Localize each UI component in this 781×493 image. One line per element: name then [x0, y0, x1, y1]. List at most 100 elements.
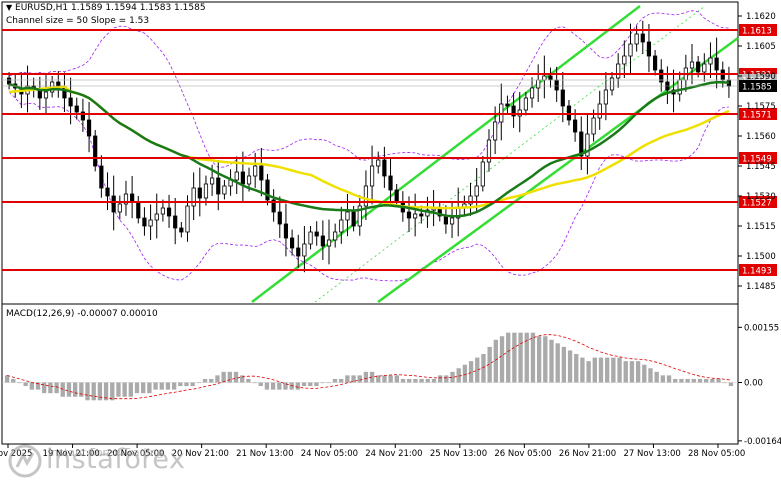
macd-tick-label: 0.00155 [744, 323, 779, 333]
macd-bar [555, 343, 560, 383]
candle-body [351, 211, 356, 227]
macd-bar [35, 382, 41, 390]
candle-body [659, 69, 664, 83]
macd-bar [153, 382, 158, 390]
time-tick-label: 28 Nov 05:00 [688, 449, 745, 459]
time-axis: 18 Nov 2025 19 Nov 21:00 20 Nov 05:00 20 No… [0, 444, 745, 459]
macd-bar [400, 378, 406, 383]
candle-body [203, 183, 209, 199]
candle-body [548, 75, 553, 81]
macd-bar [141, 382, 146, 394]
candle-body [277, 211, 282, 225]
current-price-label: 1.1585 [742, 83, 772, 93]
level-tag [739, 196, 777, 208]
candle-body [314, 231, 319, 237]
level-label: 1.1493 [742, 267, 772, 277]
macd-bar [264, 382, 270, 390]
level-tag [739, 24, 777, 36]
macd-bar [23, 382, 28, 387]
macd-bar [178, 382, 183, 387]
time-tick-label: 18 Nov 2025 [0, 449, 32, 459]
channel-info: Channel size = 50 Slope = 1.53 [6, 16, 150, 26]
macd-bar [171, 382, 177, 390]
candle-body [173, 215, 178, 229]
macd-bar [351, 375, 356, 383]
candle-body [609, 77, 615, 91]
macd-bar [110, 382, 115, 401]
candle-body [197, 187, 202, 199]
candle-body [542, 75, 547, 81]
macd-bar [635, 361, 641, 383]
macd-bar [283, 382, 288, 390]
candle-body [259, 165, 264, 181]
macd-bar [233, 371, 239, 383]
macd-bar [165, 382, 171, 390]
time-tick-label: 20 Nov 21:00 [172, 449, 229, 459]
candle-body [117, 203, 122, 213]
macd-bar [326, 382, 331, 384]
candle-body [560, 89, 565, 107]
fast-ma-line [8, 81, 729, 218]
candle-body [585, 133, 590, 157]
macd-bar [617, 357, 622, 383]
level-label: 1.1549 [742, 155, 772, 165]
time-tick-label: 26 Nov 21:00 [559, 449, 616, 459]
candle-body [394, 189, 399, 203]
candle-body [339, 219, 344, 233]
macd-bar [184, 382, 189, 387]
symbol-quote: EURUSD,H1 1.1589 1.1594 1.1583 1.1585 [15, 3, 206, 13]
candle-body [68, 97, 73, 107]
price-tick-label: 1.1545 [746, 162, 776, 172]
candle-body [246, 175, 252, 185]
macd-bar [345, 375, 350, 383]
candle-body [554, 79, 559, 91]
macd-bar [376, 375, 381, 383]
time-tick-label: 27 Nov 13:00 [623, 449, 680, 459]
level-tag [739, 264, 777, 276]
candle-body [210, 177, 215, 185]
macd-bar [72, 382, 78, 397]
macd-bar [320, 382, 325, 384]
price-axis: 1.16201.16051.15901.15751.15601.15451.15… [738, 12, 781, 447]
candle-body [702, 63, 707, 73]
macd-bar [128, 382, 133, 397]
candle-body [640, 33, 645, 43]
candle-body [302, 243, 307, 257]
macd-label: MACD(12,26,9) -0.00007 0.00010 [6, 309, 158, 319]
candle-body [505, 103, 510, 107]
candle-body [597, 103, 602, 119]
macd-bar [196, 382, 202, 384]
price-tick-label: 1.1620 [746, 12, 776, 22]
macd-bar [462, 364, 468, 383]
macd-bar [4, 375, 10, 383]
candle-body [714, 57, 719, 71]
macd-bar [394, 375, 400, 383]
time-tick-label: 19 Nov 21:00 [43, 449, 100, 459]
price-tick-label: 1.1485 [746, 282, 776, 292]
level-tag [739, 152, 777, 164]
macd-bar [703, 378, 709, 383]
candle-body [179, 227, 184, 233]
candle-body [253, 165, 258, 177]
macd-signal-line [6, 334, 731, 400]
candle-body [93, 135, 98, 167]
macd-bar [697, 378, 703, 383]
level-tag [739, 108, 777, 120]
candle-body [634, 33, 639, 45]
dropdown-triangle-icon[interactable]: ▼ [6, 3, 13, 12]
macd-bar [252, 382, 257, 384]
candle-body [265, 179, 270, 201]
candle-body [376, 159, 381, 167]
candle-body [43, 91, 49, 99]
candle-body [130, 193, 135, 203]
price-tick-label: 1.1530 [746, 192, 776, 202]
candle-body [573, 119, 578, 133]
macd-bar [660, 375, 666, 383]
macd-bar [60, 382, 65, 397]
macd-bar [388, 375, 393, 383]
candle-body [357, 205, 362, 227]
candle-body [622, 55, 627, 65]
candle-body [523, 97, 528, 111]
macd-bar [536, 336, 542, 383]
